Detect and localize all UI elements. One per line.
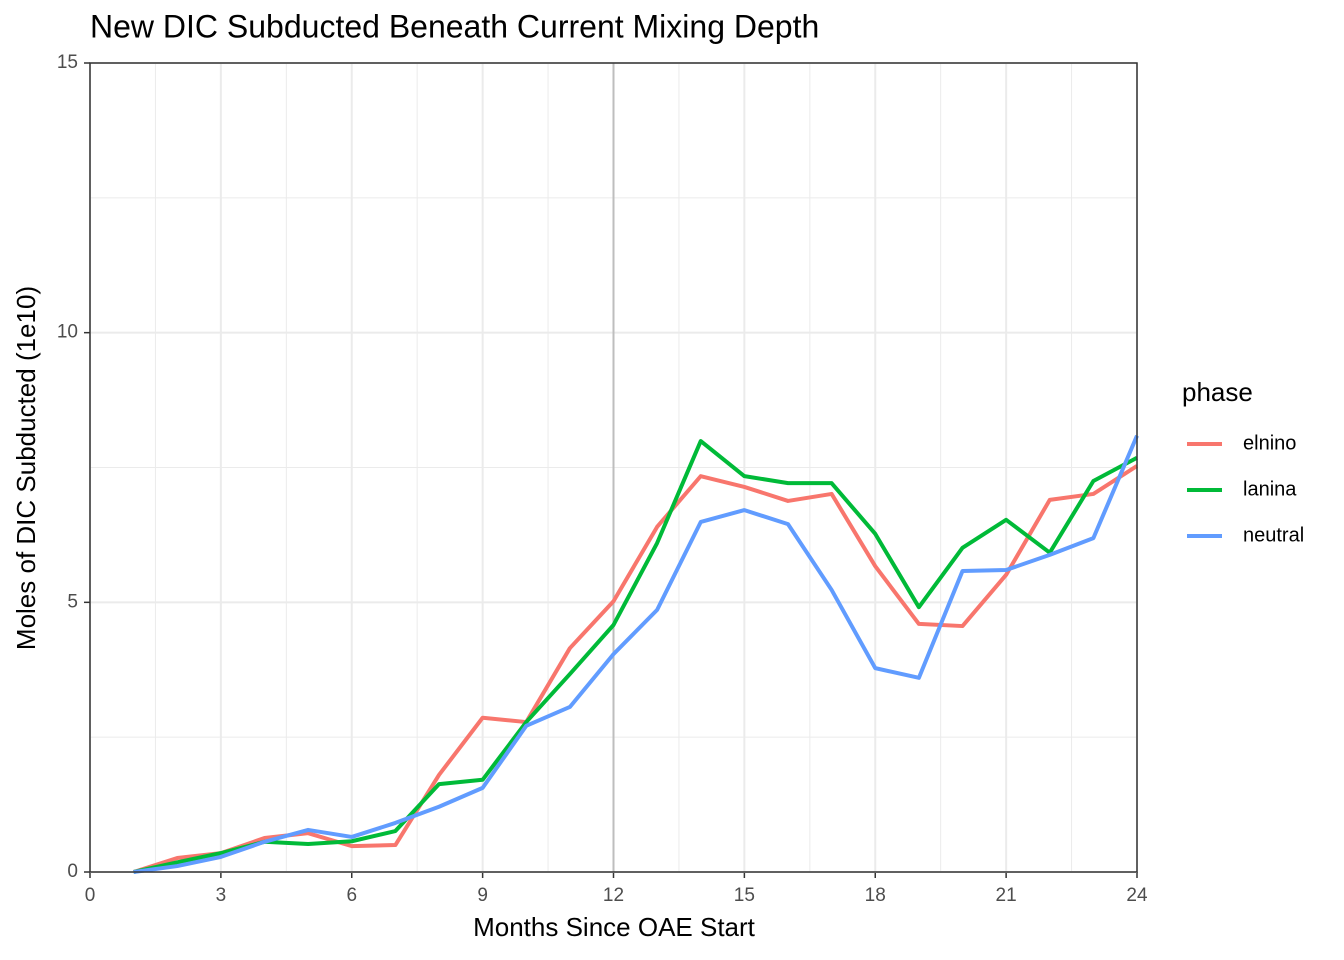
- chart-title: New DIC Subducted Beneath Current Mixing…: [90, 8, 819, 44]
- x-tick-label: 21: [996, 885, 1017, 906]
- x-tick-label: 24: [1126, 885, 1148, 906]
- x-tick-label: 18: [865, 885, 886, 906]
- legend-label: lanina: [1243, 478, 1297, 500]
- x-tick-label: 0: [85, 885, 96, 906]
- legend-title: phase: [1182, 377, 1253, 407]
- x-tick-label: 3: [216, 885, 227, 906]
- legend-label: neutral: [1243, 524, 1304, 546]
- panel-border: [89, 62, 1138, 873]
- y-tick-label: 10: [57, 322, 78, 343]
- data-line: [133, 434, 1139, 874]
- y-tick-label: 0: [67, 861, 78, 882]
- x-axis-label: Months Since OAE Start: [473, 912, 756, 942]
- x-tick-label: 15: [734, 885, 755, 906]
- y-tick-label: 5: [67, 591, 78, 612]
- data-line: [133, 439, 1138, 874]
- y-axis-label: Moles of DIC Subducted (1e10): [11, 286, 41, 650]
- y-tick-label: 15: [57, 52, 78, 73]
- legend-label: elnino: [1243, 432, 1296, 454]
- x-tick-label: 6: [346, 885, 357, 906]
- x-tick-label: 9: [477, 885, 488, 906]
- x-tick-label: 12: [603, 885, 624, 906]
